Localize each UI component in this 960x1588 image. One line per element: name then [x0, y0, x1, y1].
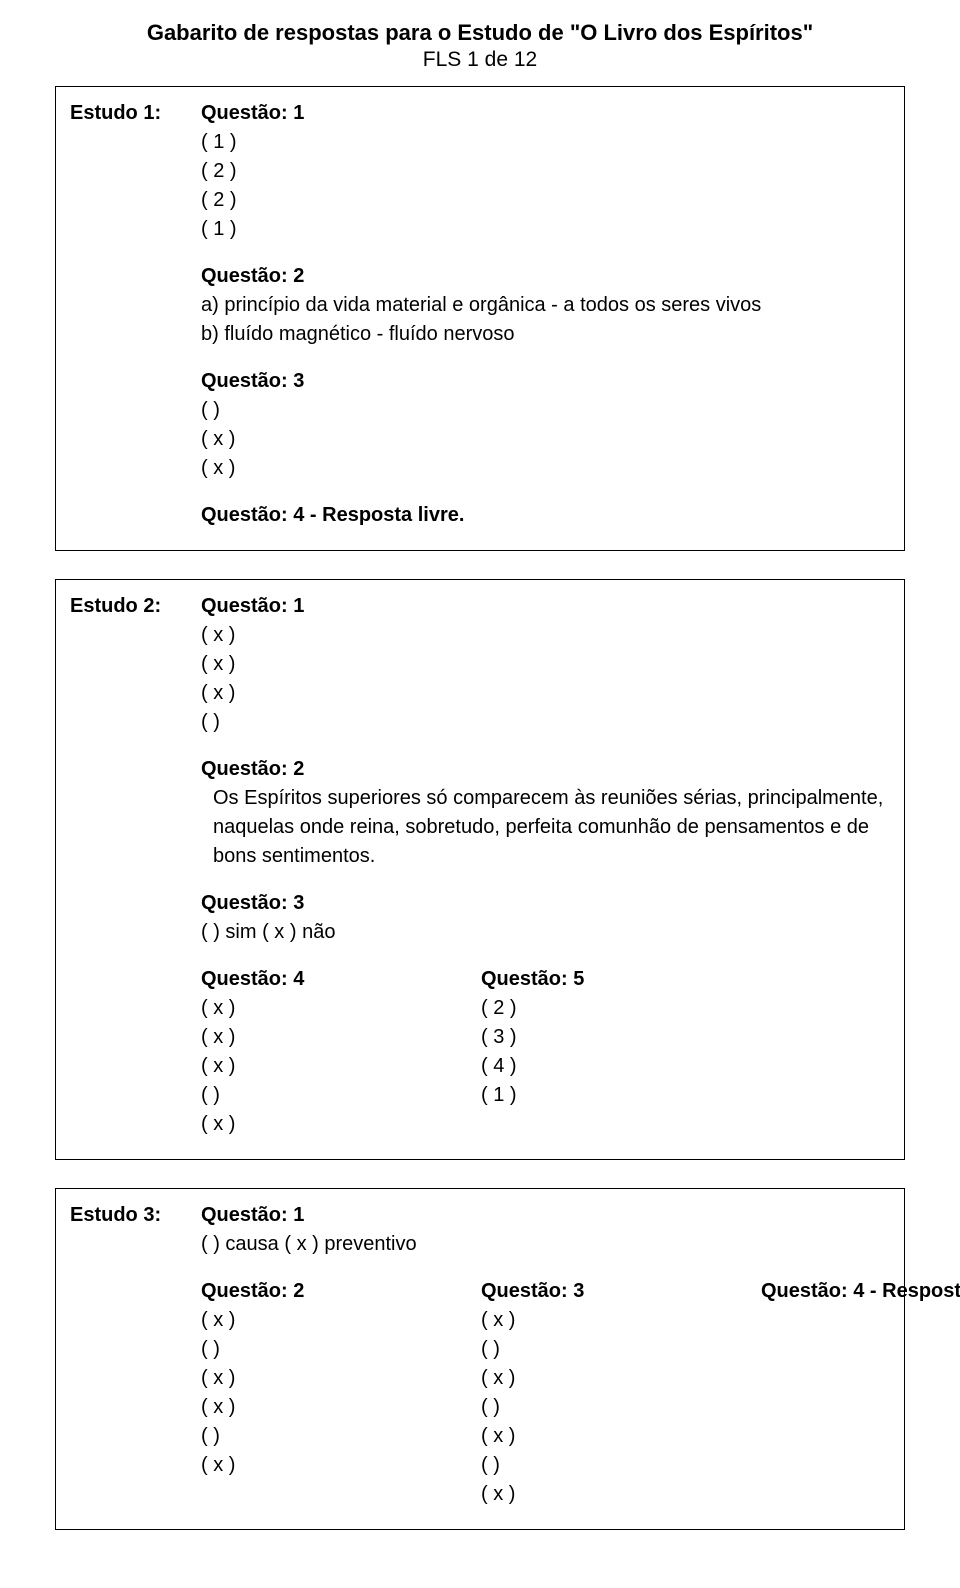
e3-q3-l1: ( x ) [481, 1306, 761, 1335]
e2-q2-body: Os Espíritos superiores só comparecem às… [201, 784, 886, 871]
e2-q3-head: Questão: 3 [201, 889, 886, 918]
estudo-1-label: Estudo 1: [56, 99, 201, 128]
e1-q2-head: Questão: 2 [201, 262, 886, 291]
e2-q5-head: Questão: 5 [481, 965, 781, 994]
e3-q2-l2: ( ) [201, 1335, 481, 1364]
e1-q1-l4: ( 1 ) [201, 215, 886, 244]
estudo-1-box: Estudo 1: Questão: 1 ( 1 ) ( 2 ) ( 2 ) (… [55, 86, 905, 551]
e3-q2-l3: ( x ) [201, 1364, 481, 1393]
e3-q2-l5: ( ) [201, 1422, 481, 1451]
estudo-3-label: Estudo 3: [56, 1201, 201, 1230]
e3-q3-l6: ( ) [481, 1451, 761, 1480]
page: Gabarito de respostas para o Estudo de "… [0, 0, 960, 1588]
e1-q2-lb: b) fluído magnético - fluído nervoso [201, 320, 886, 349]
estudo-2-label: Estudo 2: [56, 592, 201, 621]
e3-q2-head: Questão: 2 [201, 1277, 481, 1306]
e2-q5-l2: ( 3 ) [481, 1023, 781, 1052]
e1-q2-la: a) princípio da vida material e orgânica… [201, 291, 886, 320]
e1-q1-l3: ( 2 ) [201, 186, 886, 215]
e2-q5-l3: ( 4 ) [481, 1052, 781, 1081]
e3-q4-text: Questão: 4 - Resposta livre [761, 1277, 960, 1306]
e1-q1-l1: ( 1 ) [201, 128, 886, 157]
e2-q1-l2: ( x ) [201, 650, 886, 679]
e2-q4-l3: ( x ) [201, 1052, 481, 1081]
e2-q1-l1: ( x ) [201, 621, 886, 650]
e1-q3-l3: ( x ) [201, 454, 886, 483]
e2-q1-l3: ( x ) [201, 679, 886, 708]
e1-q4-text: Questão: 4 - Resposta livre. [201, 501, 886, 530]
e2-q4-l5: ( x ) [201, 1110, 481, 1139]
estudo-2-box: Estudo 2: Questão: 1 ( x ) ( x ) ( x ) (… [55, 579, 905, 1160]
e3-q1-head: Questão: 1 [201, 1201, 886, 1230]
e2-q1-head: Questão: 1 [201, 592, 886, 621]
e1-q4-strong: Questão: 4 - Resposta livre. [201, 504, 464, 526]
e2-q4-l2: ( x ) [201, 1023, 481, 1052]
e3-q3-l3: ( x ) [481, 1364, 761, 1393]
e1-q3-l2: ( x ) [201, 425, 886, 454]
estudo-3-box: Estudo 3: Questão: 1 ( ) causa ( x ) pre… [55, 1188, 905, 1530]
e3-q2-l6: ( x ) [201, 1451, 481, 1480]
e1-q3-head: Questão: 3 [201, 367, 886, 396]
e3-q3-head: Questão: 3 [481, 1277, 761, 1306]
e2-q2-head: Questão: 2 [201, 755, 886, 784]
e3-q2-l4: ( x ) [201, 1393, 481, 1422]
page-title: Gabarito de respostas para o Estudo de "… [55, 20, 905, 46]
e2-q1-l4: ( ) [201, 708, 886, 737]
e1-q1-l2: ( 2 ) [201, 157, 886, 186]
e1-q1-head: Questão: 1 [201, 99, 886, 128]
e2-q3-line: ( ) sim ( x ) não [201, 918, 886, 947]
e3-q4-strong: Questão: 4 - Resposta livre [761, 1280, 960, 1302]
e3-q3-l5: ( x ) [481, 1422, 761, 1451]
e2-q4-l1: ( x ) [201, 994, 481, 1023]
e2-q5-l1: ( 2 ) [481, 994, 781, 1023]
e2-q4-l4: ( ) [201, 1081, 481, 1110]
e3-q2-l1: ( x ) [201, 1306, 481, 1335]
e3-q3-l4: ( ) [481, 1393, 761, 1422]
e3-q3-l2: ( ) [481, 1335, 761, 1364]
e2-q5-l4: ( 1 ) [481, 1081, 781, 1110]
e3-q1-line: ( ) causa ( x ) preventivo [201, 1230, 886, 1259]
e3-q3-l7: ( x ) [481, 1480, 761, 1509]
page-subtitle: FLS 1 de 12 [55, 48, 905, 72]
e1-q3-l1: ( ) [201, 396, 886, 425]
e2-q4-head: Questão: 4 [201, 965, 481, 994]
